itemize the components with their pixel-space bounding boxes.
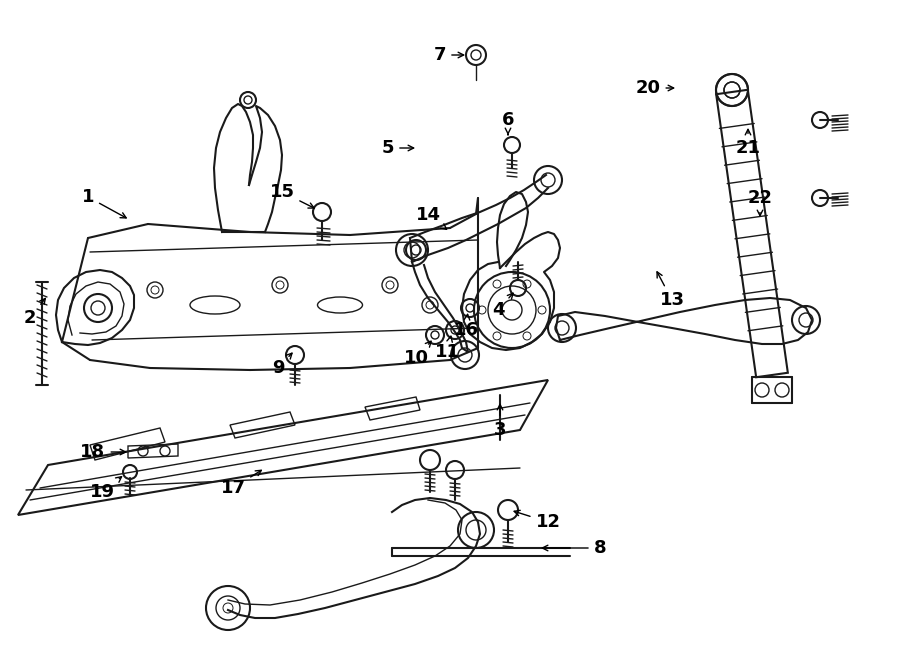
Text: 7: 7 [434,46,464,64]
Text: 8: 8 [543,539,607,557]
Text: 16: 16 [454,314,479,339]
Text: 13: 13 [657,272,685,309]
Text: 2: 2 [23,298,45,327]
Text: 5: 5 [382,139,414,157]
Text: 19: 19 [89,477,122,501]
Text: 18: 18 [80,443,126,461]
Text: 14: 14 [416,206,446,229]
Text: 12: 12 [514,510,561,531]
Text: 20: 20 [635,79,674,97]
Text: 4: 4 [491,293,513,319]
Text: 1: 1 [82,188,126,218]
Text: 3: 3 [494,405,506,439]
Text: 6: 6 [502,111,514,135]
Text: 21: 21 [735,130,760,157]
Text: 10: 10 [403,341,431,367]
Text: 11: 11 [435,336,460,361]
Text: 9: 9 [272,353,292,377]
Text: 15: 15 [269,183,314,208]
Text: 22: 22 [748,189,772,215]
Text: 17: 17 [220,470,261,497]
